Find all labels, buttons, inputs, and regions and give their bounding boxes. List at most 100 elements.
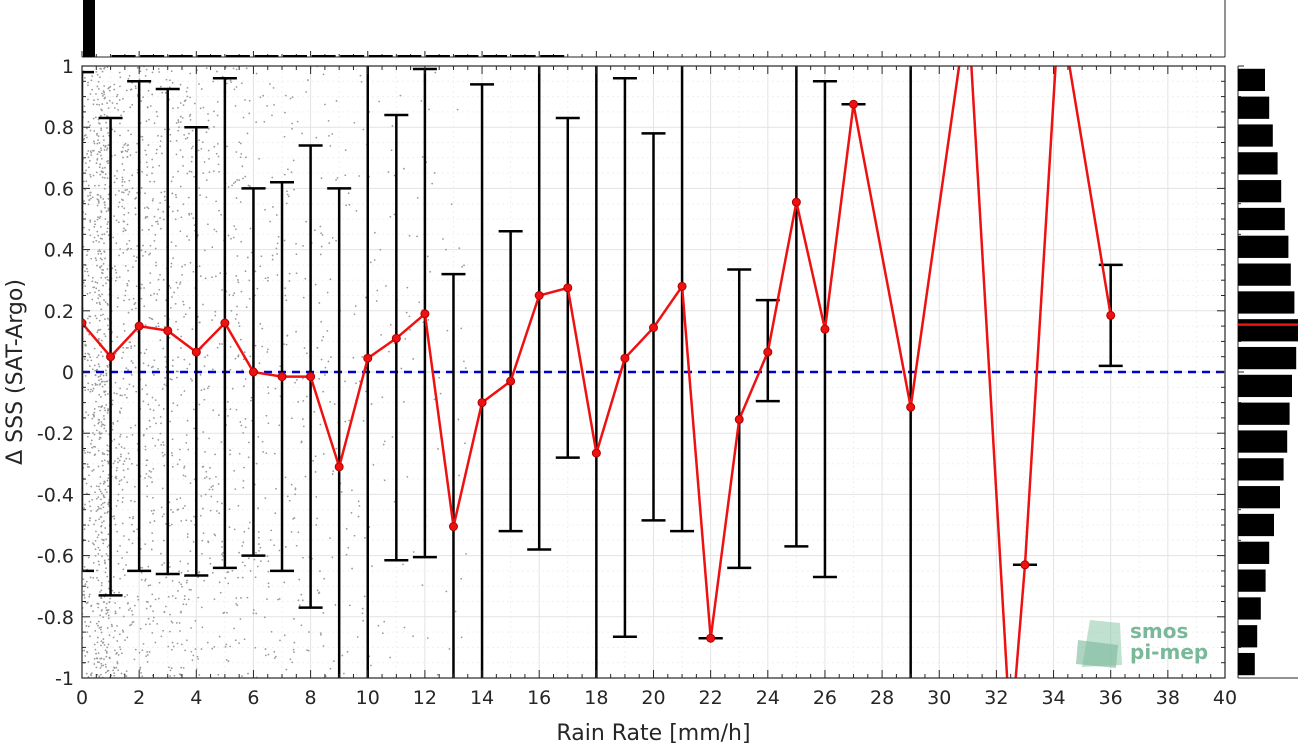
scatter-point	[123, 330, 126, 332]
scatter-point	[104, 393, 107, 396]
scatter-point	[258, 543, 260, 545]
scatter-point	[120, 407, 123, 410]
scatter-point	[151, 481, 153, 483]
scatter-point	[103, 559, 106, 562]
scatter-point	[186, 419, 189, 422]
scatter-point	[153, 520, 156, 522]
scatter-point	[102, 198, 105, 200]
scatter-point	[266, 279, 269, 282]
scatter-point	[127, 211, 130, 214]
scatter-point	[320, 358, 323, 361]
scatter-point	[238, 642, 240, 644]
scatter-point	[89, 390, 92, 393]
scatter-point	[116, 336, 119, 338]
scatter-point	[105, 538, 108, 541]
scatter-point	[100, 149, 103, 152]
scatter-point	[288, 280, 291, 282]
scatter-point	[113, 591, 116, 594]
scatter-point	[103, 459, 106, 462]
scatter-point	[99, 409, 101, 412]
scatter-point	[319, 253, 322, 256]
scatter-point	[204, 277, 207, 280]
scatter-point	[98, 184, 100, 187]
scatter-point	[159, 432, 162, 435]
scatter-point	[375, 300, 378, 302]
scatter-point	[136, 464, 138, 467]
scatter-point	[94, 374, 97, 376]
right-hist-bar	[1238, 180, 1282, 203]
scatter-point	[106, 412, 109, 414]
scatter-point	[136, 191, 139, 194]
scatter-point	[181, 273, 183, 276]
scatter-point	[274, 512, 277, 515]
scatter-point	[93, 657, 96, 660]
scatter-point	[103, 201, 106, 204]
scatter-point	[162, 218, 165, 221]
scatter-point	[185, 581, 188, 584]
scatter-point	[101, 521, 103, 524]
scatter-point	[129, 607, 132, 610]
scatter-point	[102, 520, 105, 523]
scatter-point	[104, 276, 107, 279]
scatter-point	[140, 578, 143, 581]
scatter-point	[147, 565, 150, 568]
scatter-point	[450, 203, 453, 206]
scatter-point	[96, 383, 99, 386]
scatter-point	[93, 643, 96, 646]
scatter-point	[332, 470, 335, 473]
scatter-point	[202, 507, 204, 510]
scatter-point	[273, 650, 276, 653]
scatter-point	[97, 200, 100, 203]
scatter-point	[322, 645, 325, 647]
scatter-point	[95, 497, 98, 500]
scatter-point	[90, 439, 93, 442]
scatter-point	[128, 280, 130, 282]
scatter-point	[182, 507, 185, 510]
mean-point	[849, 99, 859, 109]
scatter-point	[136, 528, 139, 531]
x-tick-label: 24	[756, 687, 780, 709]
scatter-point	[99, 667, 102, 669]
scatter-point	[175, 122, 178, 124]
scatter-point	[296, 120, 299, 123]
scatter-point	[186, 533, 189, 535]
scatter-point	[111, 399, 114, 402]
scatter-point	[232, 67, 235, 70]
scatter-cloud	[81, 65, 467, 679]
scatter-point	[97, 624, 99, 627]
scatter-point	[114, 602, 117, 604]
scatter-point	[105, 552, 108, 555]
scatter-point	[242, 431, 245, 434]
scatter-point	[125, 347, 128, 349]
scatter-point	[344, 380, 346, 383]
scatter-point	[115, 219, 118, 222]
scatter-point	[131, 103, 134, 106]
scatter-point	[143, 207, 146, 209]
scatter-point	[239, 156, 242, 159]
scatter-point	[154, 233, 157, 236]
scatter-point	[186, 536, 189, 538]
scatter-point	[140, 671, 142, 674]
scatter-point	[113, 88, 116, 91]
scatter-point	[285, 299, 288, 302]
scatter-point	[100, 657, 103, 660]
scatter-point	[97, 80, 100, 83]
scatter-point	[100, 665, 103, 667]
scatter-point	[145, 68, 148, 71]
scatter-point	[458, 474, 460, 477]
scatter-point	[90, 443, 92, 445]
scatter-point	[120, 455, 122, 458]
scatter-point	[142, 96, 145, 99]
scatter-point	[105, 655, 108, 658]
scatter-point	[85, 411, 88, 414]
scatter-point	[215, 510, 218, 512]
scatter-point	[138, 78, 141, 81]
scatter-point	[225, 658, 228, 661]
scatter-point	[93, 663, 96, 665]
scatter-point	[93, 407, 96, 410]
scatter-point	[92, 387, 95, 390]
scatter-point	[87, 156, 90, 159]
scatter-point	[286, 334, 289, 337]
scatter-point	[99, 314, 102, 317]
scatter-point	[92, 469, 95, 471]
